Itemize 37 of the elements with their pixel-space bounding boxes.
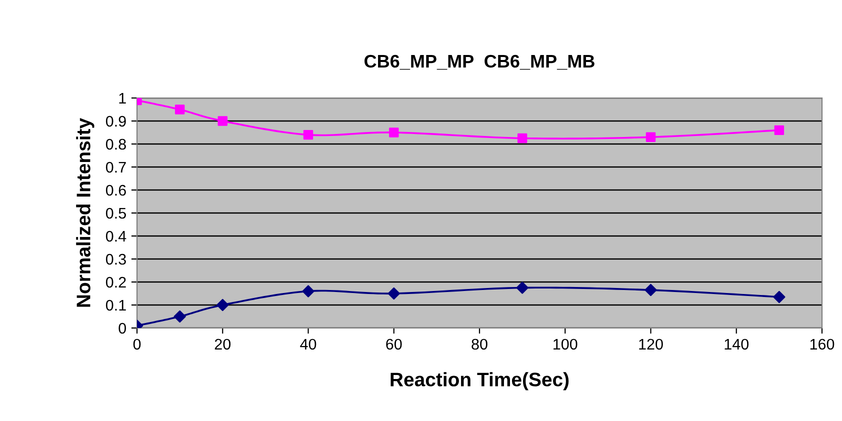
- y-tick-label: 0.1: [106, 300, 126, 311]
- y-tick-label: 0.5: [106, 208, 126, 219]
- chart-title: CB6_MP_MP CB6_MP_MB: [364, 54, 594, 70]
- x-tick-label: 20: [214, 338, 231, 350]
- point: [216, 298, 229, 312]
- x-axis-title: Reaction Time(Sec): [390, 372, 569, 390]
- x-tick-label: 140: [724, 338, 749, 350]
- y-tick-label: 0: [118, 322, 126, 334]
- y-tick-label: 0.4: [106, 230, 126, 242]
- y-tick-label: 1: [119, 93, 126, 104]
- y-tick-label: 0.7: [106, 162, 126, 173]
- x-tick-label: 120: [639, 338, 663, 350]
- point: [644, 284, 657, 296]
- point: [517, 133, 528, 144]
- y-axis-title: Normalized Intensity: [76, 118, 94, 307]
- point: [774, 125, 784, 136]
- x-tick-label: 160: [810, 338, 834, 350]
- x-tick-label: 40: [300, 338, 316, 350]
- point: [174, 104, 185, 114]
- x-tick-label: 60: [386, 338, 402, 350]
- point: [388, 287, 400, 300]
- point: [773, 290, 786, 304]
- x-tick-label: 100: [554, 338, 578, 350]
- point: [389, 128, 399, 138]
- y-tick-label: 0.6: [106, 184, 126, 196]
- x-tick-label: 0: [133, 338, 141, 350]
- x-tick-label: 80: [472, 338, 488, 350]
- point: [302, 285, 314, 298]
- point: [174, 310, 186, 323]
- point: [516, 282, 528, 294]
- y-tick-label: 0.8: [106, 138, 126, 150]
- point: [303, 130, 314, 140]
- y-tick-label: 0.9: [106, 116, 126, 127]
- y-tick-label: 0.3: [106, 254, 126, 265]
- y-tick-label: 0.2: [106, 276, 126, 288]
- point: [646, 132, 656, 142]
- point: [218, 116, 228, 126]
